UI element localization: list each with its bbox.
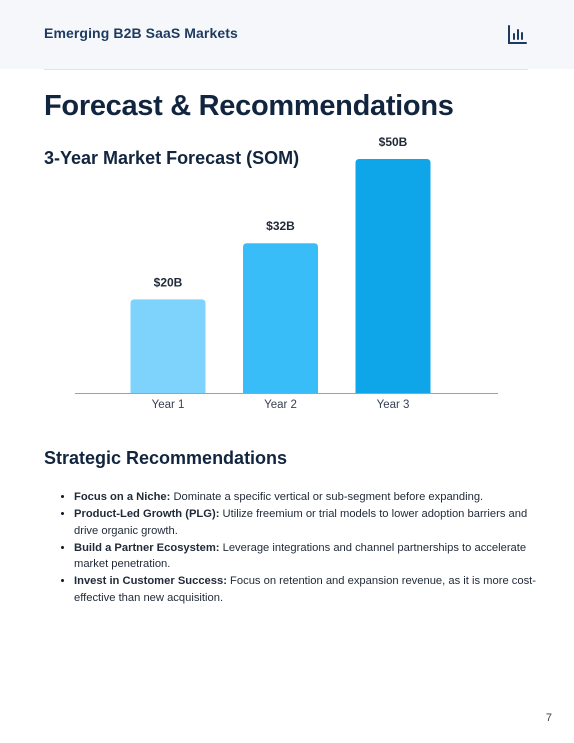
page-number: 7 — [545, 712, 552, 724]
chart-bar — [243, 243, 318, 393]
recommendations-list: Focus on a Niche: Dominate a specific ve… — [44, 489, 544, 607]
list-item: Focus on a Niche: Dominate a specific ve… — [74, 489, 544, 506]
recommendation-text: Utilize freemium or trial models to lowe… — [74, 508, 528, 537]
bar-value-label: $50B — [379, 135, 408, 149]
recommendation-label: Focus on a Niche: — [74, 491, 171, 503]
recommendation-text: Focus on retention and expansion revenue… — [74, 575, 537, 604]
bar-value-label: $32B — [266, 219, 295, 233]
bar-chart-icon — [508, 25, 527, 44]
chart-bar — [355, 159, 431, 393]
recommendation-label: Build a Partner Ecosystem: — [74, 541, 220, 554]
chart-title: 3-Year Market Forecast (SOM) — [44, 148, 300, 168]
recommendation-text: Leverage integrations and channel partne… — [74, 541, 527, 571]
forecast-bar-chart: $20B Year 1 $32B Year 2 $50B Year 3 — [75, 135, 498, 411]
list-item: Build a Partner Ecosystem: Leverage inte… — [74, 540, 544, 573]
document-title: Emerging B2B SaaS Markets — [44, 25, 238, 41]
recommendation-label: Product-Led Growth (PLG): — [74, 508, 220, 520]
page-header: Emerging B2B SaaS Markets — [0, 0, 574, 69]
chart-bar — [130, 299, 206, 393]
list-item: Product-Led Growth (PLG): Utilize freemi… — [74, 506, 544, 539]
recommendation-text: Dominate a specific vertical or sub-segm… — [170, 491, 484, 503]
page-title: Forecast & Recommendations — [44, 90, 454, 122]
x-tick-label: Year 3 — [377, 399, 410, 411]
x-tick-label: Year 1 — [152, 399, 185, 411]
recommendation-label: Invest in Customer Success: — [74, 575, 227, 587]
header-divider — [44, 69, 528, 70]
x-tick-label: Year 2 — [264, 399, 297, 411]
recommendations-title: Strategic Recommendations — [44, 448, 288, 468]
list-item: Invest in Customer Success: Focus on ret… — [74, 573, 544, 606]
bar-value-label: $20B — [154, 275, 183, 289]
